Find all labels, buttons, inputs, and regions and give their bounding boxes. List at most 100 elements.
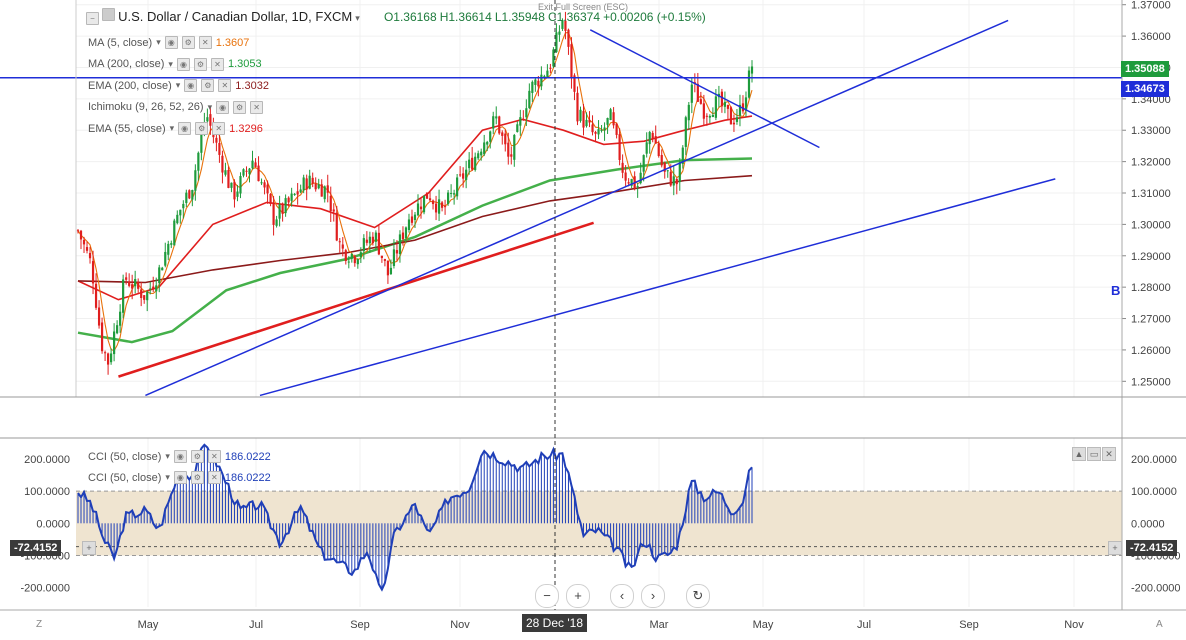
close-icon[interactable]: ✕	[198, 36, 212, 50]
candle-body	[347, 261, 350, 263]
candle-body	[525, 108, 528, 118]
zoom-out-button[interactable]: −	[535, 584, 559, 608]
candle-body	[386, 260, 390, 276]
indicator-row[interactable]: EMA (55, close) ▾ ◉ ⚙ ✕ 1.3296	[88, 118, 269, 140]
gear-icon[interactable]: ⚙	[195, 122, 209, 136]
price-tick-label: 1.36000	[1131, 31, 1171, 43]
gear-icon[interactable]: ⚙	[201, 79, 215, 93]
candle-body	[365, 239, 368, 243]
timezone-icon[interactable]: Z	[36, 619, 43, 630]
close-icon[interactable]: ✕	[250, 100, 264, 114]
cci-tick-label-left: -200.0000	[20, 583, 70, 595]
trend-lines[interactable]	[0, 19, 1122, 397]
eye-icon[interactable]: ◉	[164, 36, 178, 50]
chevron-down-icon[interactable]: ▾	[165, 472, 170, 482]
candle-body	[549, 67, 552, 69]
candle-body	[471, 157, 474, 170]
time-tick-label: Nov	[1064, 619, 1084, 631]
auto-scale-icon[interactable]: A	[1156, 619, 1163, 630]
candle-body	[227, 170, 230, 188]
symbol-title: U.S. Dollar / Canadian Dollar, 1D, FXCM	[118, 9, 353, 24]
candle-body	[603, 127, 606, 131]
candle-body	[708, 115, 711, 118]
candle-body	[170, 243, 173, 245]
cci-indicator-row[interactable]: CCI (50, close) ▾ ◉ ⚙ ✕ 186.0222	[88, 446, 271, 467]
eye-icon[interactable]: ◉	[173, 471, 187, 484]
time-tick-label: May	[753, 619, 774, 631]
low-value: L1.35948	[494, 10, 545, 24]
candle-body	[410, 216, 414, 223]
candle-body	[639, 172, 642, 184]
indicator-row[interactable]: MA (200, close) ▾ ◉ ⚙ ✕ 1.3053	[88, 54, 269, 76]
candle-body	[630, 179, 633, 186]
pane-maximize-icon[interactable]: ▭	[1087, 447, 1101, 461]
gear-icon[interactable]: ⚙	[233, 100, 247, 114]
collapse-icon[interactable]: −	[86, 12, 99, 25]
indicator-row[interactable]: EMA (200, close) ▾ ◉ ⚙ ✕ 1.3032	[88, 75, 269, 97]
close-icon[interactable]: ✕	[207, 450, 221, 463]
candle-body	[690, 84, 693, 103]
close-icon[interactable]: ✕	[210, 57, 224, 71]
chevron-down-icon[interactable]: ▾	[168, 58, 173, 69]
chevron-down-icon[interactable]: ▾	[355, 13, 360, 23]
chevron-down-icon[interactable]: ▾	[169, 123, 175, 134]
chevron-down-icon[interactable]: ▾	[165, 451, 170, 461]
close-icon[interactable]: ✕	[212, 122, 226, 136]
candle-body	[747, 70, 751, 98]
gear-icon[interactable]: ⚙	[190, 450, 204, 463]
candle-body	[555, 32, 558, 53]
scroll-left-button[interactable]: ‹	[610, 584, 634, 608]
close-icon[interactable]: ✕	[218, 79, 232, 93]
price-tick-label: 1.32000	[1131, 157, 1171, 169]
scroll-right-button[interactable]: ›	[641, 584, 665, 608]
indicator-label: MA (200, close)	[88, 58, 165, 71]
pane-close-icon[interactable]: ✕	[1102, 447, 1116, 461]
indicator-row[interactable]: Ichimoku (9, 26, 52, 26) ▾ ◉ ⚙ ✕	[88, 97, 269, 119]
chevron-down-icon[interactable]: ▾	[156, 37, 161, 48]
candle-body	[609, 109, 612, 121]
reset-chart-button[interactable]: ↻	[686, 584, 710, 608]
candle-body	[338, 241, 341, 243]
eye-icon[interactable]: ◉	[216, 100, 230, 114]
pane-up-icon[interactable]: ▲	[1072, 447, 1086, 461]
header-legend: − U.S. Dollar / Canadian Dollar, 1D, FXC…	[86, 8, 706, 25]
candle-body	[356, 259, 359, 265]
plus-icon[interactable]: +	[82, 541, 96, 555]
gear-icon[interactable]: ⚙	[181, 36, 195, 50]
chevron-down-icon[interactable]: ▾	[207, 101, 213, 112]
gear-icon[interactable]: ⚙	[190, 471, 204, 484]
candle-body	[741, 103, 745, 112]
candle-body	[215, 137, 218, 143]
gear-icon[interactable]: ⚙	[193, 57, 207, 71]
candle-body	[278, 204, 281, 219]
close-icon[interactable]: ✕	[207, 471, 221, 484]
zoom-in-button[interactable]: +	[566, 584, 590, 608]
cci-indicator-row[interactable]: CCI (50, close) ▾ ◉ ⚙ ✕ 186.0222	[88, 467, 271, 488]
candle-body	[290, 193, 293, 201]
time-tick-label: Mar	[650, 619, 669, 631]
eye-icon[interactable]: ◉	[178, 122, 192, 136]
candle-body	[498, 116, 501, 134]
candle-body	[134, 279, 137, 287]
cci-tick-label: 0.0000	[1131, 518, 1165, 530]
candle-body	[401, 232, 405, 240]
candle-body	[729, 107, 733, 125]
candle-body	[143, 295, 146, 300]
chevron-down-icon[interactable]: ▾	[175, 80, 181, 91]
price-tick-label: 1.33000	[1131, 125, 1171, 137]
candle-body	[606, 117, 609, 125]
indicator-row[interactable]: MA (5, close) ▾ ◉ ⚙ ✕ 1.3607	[88, 32, 269, 54]
candle-body	[570, 44, 573, 79]
eye-icon[interactable]: ◉	[176, 57, 190, 71]
candle-body	[576, 92, 579, 122]
candle-body	[200, 134, 203, 153]
indicator-label: EMA (55, close)	[88, 122, 166, 135]
plus-icon-right[interactable]: +	[1108, 541, 1122, 555]
eye-icon[interactable]: ◉	[184, 79, 198, 93]
eye-icon[interactable]: ◉	[173, 450, 187, 463]
exit-full-screen-hint[interactable]: Exit Full Screen (ESC)	[538, 2, 629, 12]
trendline-downtrend-blue	[589, 29, 820, 149]
candle-body	[272, 202, 275, 225]
candle-body	[612, 112, 615, 126]
